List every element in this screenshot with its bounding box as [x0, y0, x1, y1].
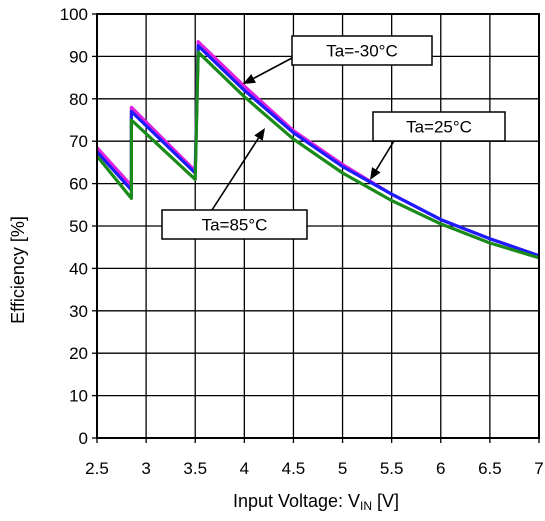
y-tick-label: 10 [69, 387, 88, 406]
annotation-box [291, 35, 433, 66]
annotation-1: Ta=-30°C [243, 35, 433, 84]
annotation-arrow-line [211, 137, 260, 211]
y-tick-label: 70 [69, 132, 88, 151]
x-tick-label: 7 [534, 459, 543, 478]
series-lines [95, 40, 540, 260]
x-tick-label: 5 [338, 459, 347, 478]
y-tick-label: 80 [69, 90, 88, 109]
y-tick-labels: 0 10 20 30 40 50 60 70 80 90 100 [60, 5, 88, 448]
grid [92, 13, 540, 443]
y-tick-label: 50 [69, 217, 88, 236]
y-tick-label: 40 [69, 259, 88, 278]
x-tick-label: 5.5 [380, 459, 404, 478]
annotation-arrowhead [254, 128, 265, 141]
x-tick-label: 2.5 [85, 459, 109, 478]
annotation-arrow-line [375, 140, 395, 171]
x-tick-label: 4.5 [282, 459, 306, 478]
y-tick-label: 30 [69, 302, 88, 321]
annotation-box [372, 111, 506, 142]
annotation-label: Ta=85°C [202, 216, 268, 235]
annotation-arrowhead [243, 73, 256, 84]
y-tick-label: 100 [60, 5, 88, 24]
series-line-3 [95, 50, 540, 260]
y-tick-label: 20 [69, 344, 88, 363]
x-tick-label: 4 [240, 459, 249, 478]
annotation-label: Ta=-30°C [326, 42, 398, 61]
annotation-box [161, 209, 308, 240]
x-axis-label-unit: [V] [372, 491, 399, 511]
annotation-label: Ta=25°C [406, 118, 472, 137]
x-tick-labels: 2.5 3 3.5 4 4.5 5 5.5 6 6.5 7 [85, 459, 544, 478]
annotation-arrowhead [370, 167, 381, 180]
plot-frame [96, 13, 540, 439]
x-tick-label: 3 [141, 459, 150, 478]
x-tick-label: 6 [436, 459, 445, 478]
annotations: Ta=-30°C Ta=25°C Ta=85°C [161, 35, 506, 240]
annotation-arrow-line [253, 57, 293, 80]
x-tick-label: 3.5 [183, 459, 207, 478]
y-tick-label: 0 [79, 429, 88, 448]
x-axis-label-subscript: IN [360, 499, 372, 513]
annotation-2: Ta=25°C [370, 111, 506, 180]
y-axis-label: Efficiency [%] [8, 216, 28, 324]
y-tick-label: 90 [69, 47, 88, 66]
x-tick-label: 6.5 [478, 459, 502, 478]
annotation-3: Ta=85°C [161, 128, 308, 240]
x-axis-label: Input Voltage: VIN [V] [233, 491, 399, 513]
x-axis-label-main: Input Voltage: V [233, 491, 360, 511]
y-tick-label: 60 [69, 175, 88, 194]
